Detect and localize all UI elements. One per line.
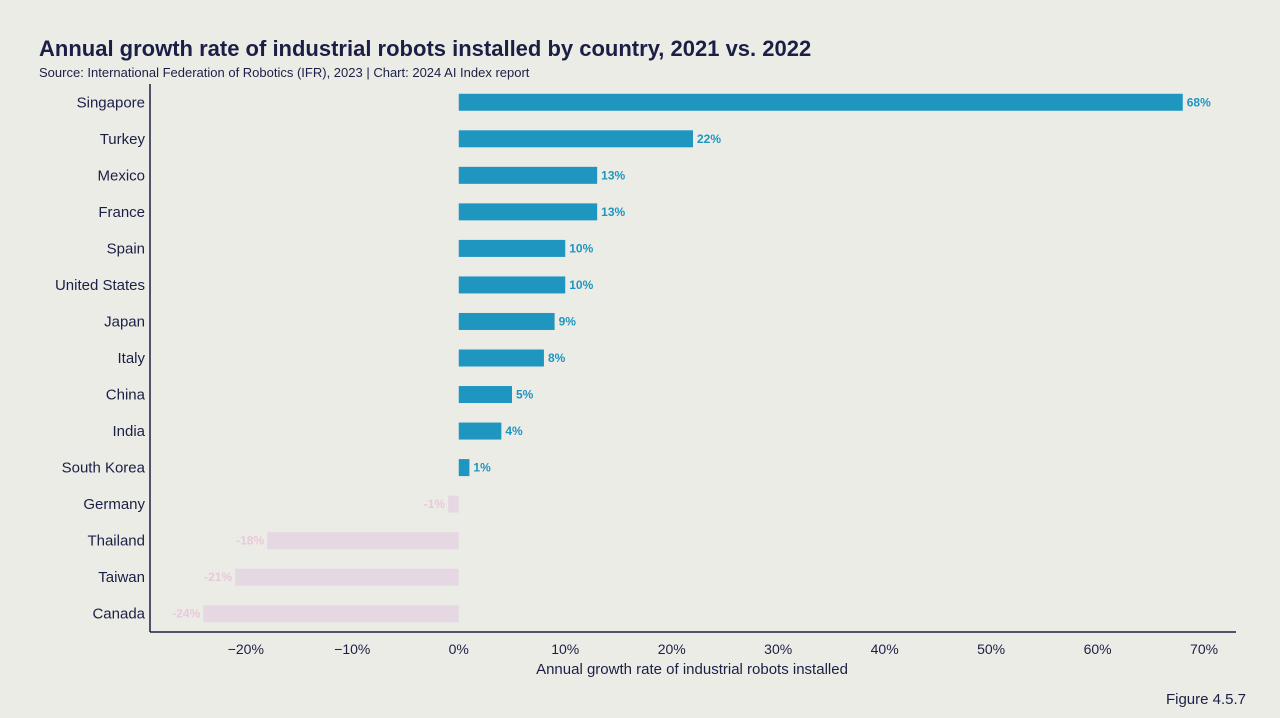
value-label-spain: 10% <box>569 241 593 255</box>
value-label-france: 13% <box>601 205 625 219</box>
category-label-canada: Canada <box>92 606 145 623</box>
value-label-canada: -24% <box>172 607 200 621</box>
x-tick-label: −10% <box>334 641 370 657</box>
figure-label: Figure 4.5.7 <box>1165 691 1246 708</box>
x-tick-label: 60% <box>1084 641 1112 657</box>
x-axis-title: Annual growth rate of industrial robots … <box>536 661 848 678</box>
category-label-germany: Germany <box>83 496 145 513</box>
bars-group <box>203 93 1183 623</box>
x-tick-label: 70% <box>1190 641 1218 657</box>
x-tick-label: 40% <box>871 641 899 657</box>
bar-india <box>458 422 502 440</box>
bar-canada <box>203 605 459 623</box>
value-label-united-states: 10% <box>569 278 593 292</box>
x-tick-label: 30% <box>764 641 792 657</box>
category-label-italy: Italy <box>117 350 145 367</box>
bar-germany <box>448 495 459 513</box>
value-label-japan: 9% <box>559 314 577 328</box>
value-label-turkey: 22% <box>697 132 721 146</box>
category-label-china: China <box>106 387 146 404</box>
bar-turkey <box>458 130 693 148</box>
value-label-singapore: 68% <box>1187 95 1211 109</box>
category-label-mexico: Mexico <box>97 167 145 184</box>
category-label-turkey: Turkey <box>100 131 146 148</box>
bar-france <box>458 203 598 221</box>
bar-japan <box>458 312 555 330</box>
bar-united-states <box>458 276 566 294</box>
x-tick-label: 50% <box>977 641 1005 657</box>
value-label-south-korea: 1% <box>473 461 491 475</box>
value-label-germany: -1% <box>424 497 446 511</box>
chart-subtitle: Source: International Federation of Robo… <box>39 65 530 80</box>
category-label-taiwan: Taiwan <box>98 569 145 586</box>
category-label-united-states: United States <box>55 277 145 294</box>
category-label-south-korea: South Korea <box>62 460 146 477</box>
value-label-china: 5% <box>516 388 534 402</box>
category-label-thailand: Thailand <box>87 533 145 550</box>
bar-italy <box>458 349 544 367</box>
x-tick-label: 10% <box>551 641 579 657</box>
category-label-japan: Japan <box>104 313 145 330</box>
category-label-france: France <box>98 204 145 221</box>
value-label-italy: 8% <box>548 351 566 365</box>
category-label-singapore: Singapore <box>77 94 145 111</box>
axes-group: Singapore 68% Turkey 22% Mexico 13% France 13% S… <box>55 84 1236 657</box>
x-tick-label: 20% <box>658 641 686 657</box>
bar-thailand <box>267 532 459 550</box>
x-tick-label: −20% <box>228 641 264 657</box>
category-label-india: India <box>112 423 145 440</box>
bar-spain <box>458 239 566 257</box>
value-label-thailand: -18% <box>236 534 264 548</box>
value-label-india: 4% <box>505 424 523 438</box>
bar-china <box>458 386 512 404</box>
bar-south-korea <box>458 459 470 477</box>
bar-mexico <box>458 166 598 184</box>
x-tick-label: 0% <box>449 641 469 657</box>
chart-title: Annual growth rate of industrial robots … <box>39 36 812 61</box>
category-label-spain: Spain <box>107 240 145 257</box>
value-label-mexico: 13% <box>601 168 625 182</box>
bar-taiwan <box>235 568 459 586</box>
value-label-taiwan: -21% <box>204 570 232 584</box>
bar-singapore <box>458 93 1183 111</box>
